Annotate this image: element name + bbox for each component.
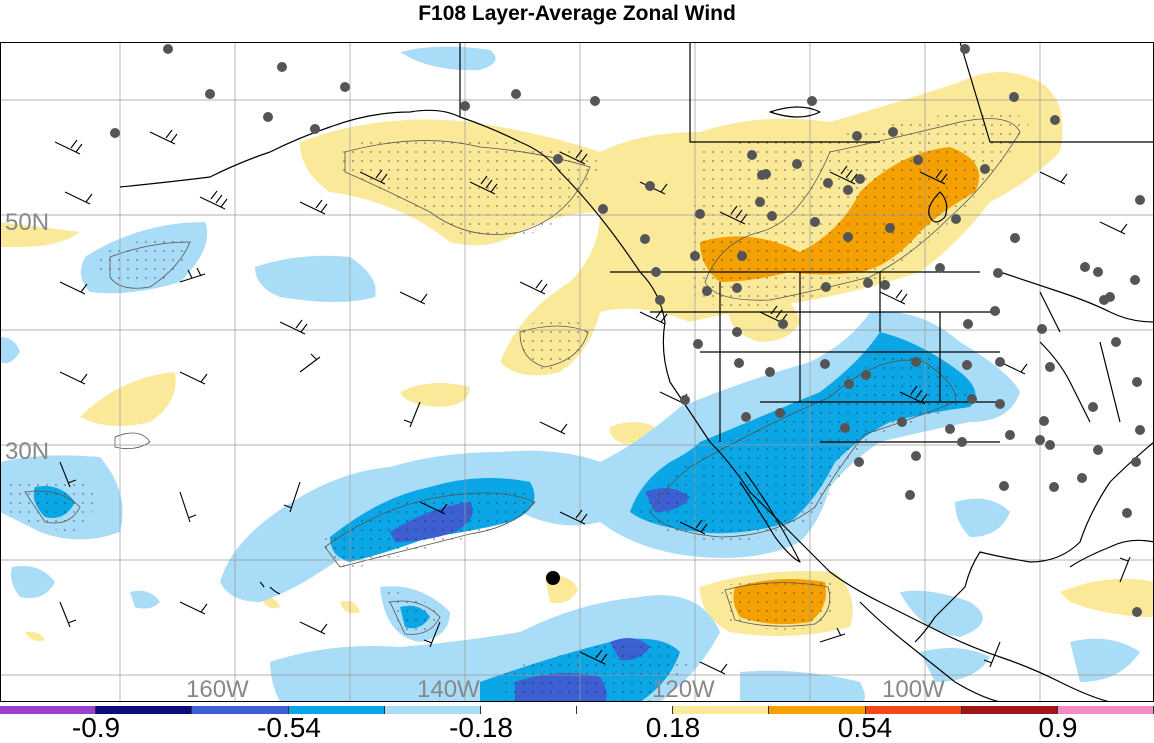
negative-region <box>220 311 1020 602</box>
colorbar-bin <box>288 706 385 714</box>
stipple-area <box>690 108 1030 309</box>
stipple-area <box>10 477 94 532</box>
lon-label-140w: 140W <box>417 676 480 702</box>
lon-label-100w: 100W <box>882 676 945 702</box>
positive-region <box>25 631 45 641</box>
colorbar-label: -0.9 <box>71 712 121 743</box>
lat-label-30n: 30N <box>5 438 49 465</box>
colorbar-bin <box>865 706 962 714</box>
negative-region <box>11 566 55 598</box>
graticule <box>0 42 1154 702</box>
positive-region <box>0 222 80 247</box>
colorbar-bin <box>384 706 481 714</box>
negative-region <box>955 498 1010 537</box>
stipple-area <box>720 578 834 630</box>
stippling <box>10 108 1030 702</box>
negative-region <box>900 590 983 637</box>
wind-barbs <box>54 129 1131 675</box>
colorbar-label: 0.54 <box>837 712 893 743</box>
map-title: F108 Layer-Average Zonal Wind <box>418 2 736 25</box>
colorbar-bin <box>480 706 578 714</box>
zonal-wind-map: 50N 30N 160W 140W 120W 100W <box>0 42 1154 702</box>
colorbar-bin <box>673 706 770 714</box>
lon-label-160w: 160W <box>186 676 249 702</box>
colorbar-bin <box>0 706 97 714</box>
contour-lines <box>24 118 1021 635</box>
colorbar <box>0 706 1154 714</box>
colorbar-bin <box>577 706 674 714</box>
colorbar-label: -0.54 <box>257 712 321 743</box>
negative-region <box>0 337 20 364</box>
stipple-area <box>340 135 600 240</box>
colorbar-label: 0.9 <box>1038 712 1078 743</box>
positive-region <box>400 383 470 407</box>
negative-region <box>255 255 376 302</box>
colorbar-bin <box>192 706 289 714</box>
negative-region <box>1070 638 1140 682</box>
lon-label-120w: 120W <box>652 676 715 702</box>
colorbar-bin <box>961 706 1058 714</box>
stipple-area <box>100 237 190 284</box>
station-dots <box>110 44 1145 617</box>
negative-region <box>920 648 990 682</box>
negative-region <box>130 590 160 609</box>
colorbar-bin <box>769 706 866 714</box>
colorbar-label: -0.18 <box>449 712 513 743</box>
negative-region <box>740 670 865 702</box>
positive-region <box>80 372 176 426</box>
negative-region <box>400 46 496 71</box>
colorbar-bin <box>96 706 193 714</box>
stipple-area <box>320 488 540 572</box>
colorbar-labels: -0.9 -0.54 -0.18 0.18 0.54 0.9 <box>0 712 1154 743</box>
colorbar-label: 0.18 <box>645 712 701 743</box>
positive-region <box>1060 578 1154 617</box>
marker-dot <box>546 571 560 585</box>
lat-label-50n: 50N <box>5 209 49 236</box>
stipple-area <box>500 641 690 702</box>
stipple-area <box>640 350 970 542</box>
stipple-area <box>519 319 590 372</box>
stipple-area <box>385 591 440 635</box>
